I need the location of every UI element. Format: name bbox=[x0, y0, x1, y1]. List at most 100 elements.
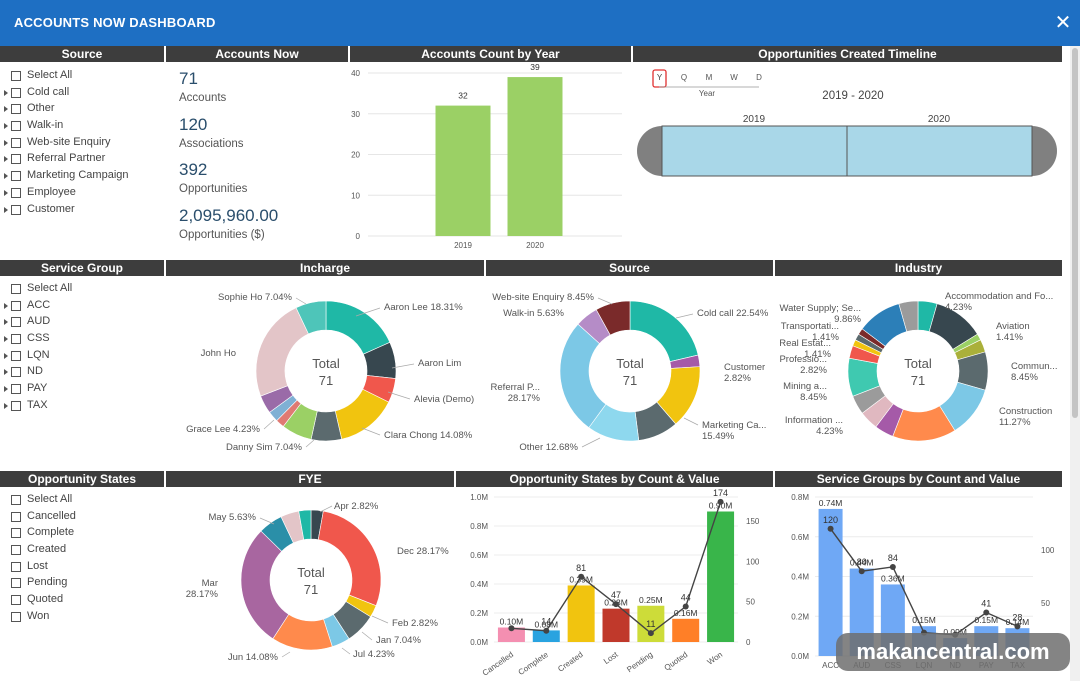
count-point[interactable] bbox=[682, 603, 689, 610]
count-point[interactable] bbox=[543, 627, 550, 634]
slicer-item[interactable]: Cancelled bbox=[0, 508, 164, 525]
vertical-scrollbar[interactable] bbox=[1070, 46, 1080, 681]
checkbox[interactable] bbox=[11, 495, 21, 505]
checkbox[interactable] bbox=[11, 611, 21, 622]
slicer-item[interactable]: Pending bbox=[0, 574, 164, 591]
checkbox[interactable] bbox=[11, 511, 21, 522]
pie-slice[interactable] bbox=[317, 510, 382, 607]
expand-arrow-icon[interactable] bbox=[4, 156, 8, 163]
checkbox[interactable] bbox=[11, 595, 21, 606]
slicer-item[interactable]: Marketing Campaign bbox=[0, 167, 164, 184]
expand-arrow-icon[interactable] bbox=[4, 336, 8, 343]
scrollbar-thumb[interactable] bbox=[1072, 48, 1078, 418]
bar[interactable] bbox=[567, 585, 595, 642]
checkbox[interactable] bbox=[11, 154, 21, 165]
slicer-item[interactable]: Select All bbox=[0, 67, 164, 84]
timeline-gran-w[interactable]: W bbox=[730, 73, 738, 82]
count-point[interactable] bbox=[578, 573, 585, 580]
checkbox[interactable] bbox=[11, 121, 21, 132]
checkbox[interactable] bbox=[11, 350, 21, 361]
checkbox[interactable] bbox=[11, 300, 21, 311]
checkbox[interactable] bbox=[11, 104, 21, 115]
slicer-item[interactable]: Complete bbox=[0, 524, 164, 541]
checkbox[interactable] bbox=[11, 400, 21, 411]
count-point[interactable] bbox=[647, 630, 654, 637]
checkbox[interactable] bbox=[11, 71, 21, 81]
timeline-gran-m[interactable]: M bbox=[706, 73, 713, 82]
slicer-item[interactable]: Cold call bbox=[0, 84, 164, 101]
expand-arrow-icon[interactable] bbox=[4, 402, 8, 409]
count-point[interactable] bbox=[983, 609, 990, 616]
bar[interactable] bbox=[497, 627, 525, 643]
bar[interactable] bbox=[818, 508, 843, 656]
expand-arrow-icon[interactable] bbox=[4, 369, 8, 376]
expand-arrow-icon[interactable] bbox=[4, 319, 8, 326]
slicer-item[interactable]: Select All bbox=[0, 280, 164, 297]
bar[interactable] bbox=[507, 77, 563, 236]
checkbox[interactable] bbox=[11, 384, 21, 395]
slicer-item[interactable]: Won bbox=[0, 608, 164, 625]
count-point[interactable] bbox=[1014, 623, 1021, 630]
pie-slice[interactable] bbox=[898, 300, 919, 332]
slicer-item[interactable]: ND bbox=[0, 363, 164, 380]
pie-slice[interactable] bbox=[629, 300, 699, 363]
slicer-item[interactable]: Other bbox=[0, 100, 164, 117]
checkbox[interactable] bbox=[11, 204, 21, 215]
slicer-item[interactable]: Quoted bbox=[0, 591, 164, 608]
count-point[interactable] bbox=[613, 601, 619, 608]
slicer-item[interactable]: LQN bbox=[0, 347, 164, 364]
slicer-item[interactable]: Created bbox=[0, 541, 164, 558]
bar[interactable] bbox=[602, 608, 630, 642]
slicer-item[interactable]: Select All bbox=[0, 491, 164, 508]
pie-slice[interactable] bbox=[255, 307, 309, 397]
slicer-item[interactable]: AUD bbox=[0, 313, 164, 330]
slicer-item[interactable]: TAX bbox=[0, 397, 164, 414]
timeline-gran-d[interactable]: D bbox=[756, 73, 762, 82]
checkbox[interactable] bbox=[11, 137, 21, 148]
expand-arrow-icon[interactable] bbox=[4, 89, 8, 96]
expand-arrow-icon[interactable] bbox=[4, 352, 8, 359]
checkbox[interactable] bbox=[11, 578, 21, 589]
pie-slice[interactable] bbox=[325, 300, 391, 355]
checkbox[interactable] bbox=[11, 171, 21, 182]
slicer-item[interactable]: Employee bbox=[0, 184, 164, 201]
pie-slice[interactable] bbox=[295, 300, 327, 335]
checkbox[interactable] bbox=[11, 317, 21, 328]
checkbox[interactable] bbox=[11, 187, 21, 198]
timeline-gran-q[interactable]: Q bbox=[681, 73, 687, 82]
timeline-gran-y[interactable]: Y bbox=[657, 73, 663, 82]
timeline-right-handle[interactable] bbox=[1032, 126, 1057, 176]
slicer-item[interactable]: Walk-in bbox=[0, 117, 164, 134]
count-point[interactable] bbox=[858, 568, 865, 575]
expand-arrow-icon[interactable] bbox=[4, 302, 8, 309]
checkbox[interactable] bbox=[11, 528, 21, 539]
timeline-left-handle[interactable] bbox=[637, 126, 662, 176]
expand-arrow-icon[interactable] bbox=[4, 139, 8, 146]
bar[interactable] bbox=[672, 618, 700, 642]
slicer-item[interactable]: Lost bbox=[0, 558, 164, 575]
checkbox[interactable] bbox=[11, 545, 21, 556]
expand-arrow-icon[interactable] bbox=[4, 386, 8, 393]
expand-arrow-icon[interactable] bbox=[4, 173, 8, 180]
close-icon[interactable]: ✕ bbox=[1054, 12, 1072, 34]
count-point[interactable] bbox=[508, 625, 515, 632]
bar[interactable] bbox=[435, 105, 491, 236]
slicer-item[interactable]: Referral Partner bbox=[0, 150, 164, 167]
expand-arrow-icon[interactable] bbox=[4, 206, 8, 213]
count-point[interactable] bbox=[889, 563, 896, 570]
expand-arrow-icon[interactable] bbox=[4, 123, 8, 130]
expand-arrow-icon[interactable] bbox=[4, 189, 8, 196]
checkbox[interactable] bbox=[11, 334, 21, 345]
bar[interactable] bbox=[532, 630, 560, 642]
slicer-item[interactable]: PAY bbox=[0, 380, 164, 397]
count-point[interactable] bbox=[827, 525, 834, 532]
pie-slice[interactable] bbox=[298, 509, 312, 540]
checkbox[interactable] bbox=[11, 284, 21, 294]
expand-arrow-icon[interactable] bbox=[4, 106, 8, 113]
pie-slice[interactable] bbox=[595, 300, 631, 336]
slicer-item[interactable]: Web-site Enquiry bbox=[0, 134, 164, 151]
count-point[interactable] bbox=[717, 498, 724, 505]
slicer-item[interactable]: Customer bbox=[0, 201, 164, 218]
slicer-item[interactable]: CSS bbox=[0, 330, 164, 347]
checkbox[interactable] bbox=[11, 87, 21, 98]
